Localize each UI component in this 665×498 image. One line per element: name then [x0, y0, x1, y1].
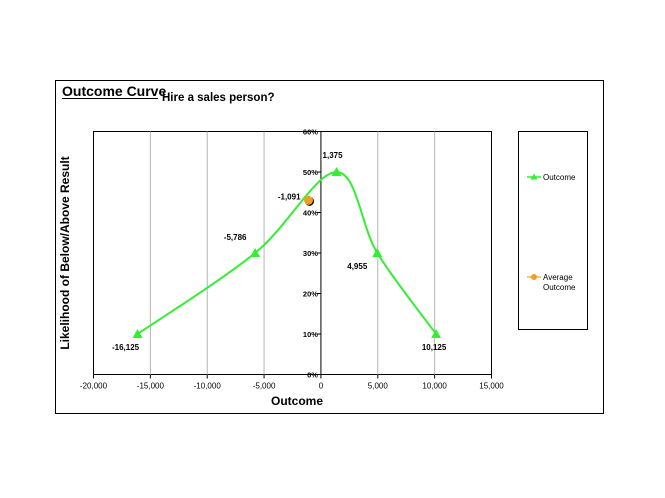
outcome-point-0 [132, 329, 143, 338]
outcome-point-4 [431, 329, 442, 338]
x-tick-label-2: -10,000 [194, 382, 222, 391]
outcome-label-3: 4,955 [347, 262, 368, 271]
y-tick-label-1: 10% [303, 330, 318, 339]
outcome-label-0: -16,125 [112, 343, 140, 352]
legend-average-text-2: Outcome [543, 283, 576, 292]
data-labels: -16,125 -5,786 1,375 4,955 10,125 -1,091 [112, 151, 447, 352]
legend-item-average-outcome: Average Outcome [527, 273, 576, 292]
legend-average-circle-icon [531, 274, 537, 280]
y-tick-labels: 0% 10% 20% 30% 40% 50% 60% [303, 128, 318, 380]
x-tick-label-5: 5,000 [368, 382, 389, 391]
axes [93, 131, 492, 379]
x-axis-label: Outcome [271, 394, 323, 408]
series [132, 167, 442, 338]
y-tick-label-3: 30% [303, 249, 318, 258]
outcome-label-2: 1,375 [323, 151, 344, 160]
x-tick-label-3: -5,000 [253, 382, 276, 391]
y-tick-label-4: 40% [303, 209, 318, 218]
outcome-point-1 [250, 248, 261, 257]
y-tick-label-6: 60% [303, 128, 318, 137]
outcome-label-4: 10,125 [422, 343, 447, 352]
y-tick-label-2: 20% [303, 290, 318, 299]
legend-box [518, 131, 588, 330]
legend-outcome-text: Outcome [543, 173, 576, 182]
chart-title: Outcome Curve [62, 83, 166, 99]
y-axis-label: Likelihood of Below/Above Result [58, 156, 72, 349]
legend-item-outcome: Outcome [527, 173, 576, 182]
legend-outcome-triangle-icon [530, 173, 538, 180]
y-tick-label-5: 50% [303, 168, 318, 177]
chart-subtitle: Hire a sales person? [162, 92, 275, 104]
x-tick-label-1: -15,000 [137, 382, 165, 391]
outcome-label-1: -5,786 [224, 233, 247, 242]
x-tick-label-4: 0 [319, 382, 324, 391]
legend-average-text-1: Average [543, 273, 573, 282]
x-tick-labels: -20,000 -15,000 -10,000 -5,000 0 5,000 10,000 1… [80, 382, 504, 391]
x-tick-label-0: -20,000 [80, 382, 108, 391]
outcome-point-2 [331, 167, 342, 176]
y-tick-label-0: 0% [307, 371, 318, 380]
x-tick-label-6: 10,000 [422, 382, 447, 391]
plot-area [93, 131, 492, 375]
average-label: -1,091 [278, 192, 301, 201]
average-point [304, 195, 314, 205]
outcome-point-3 [372, 248, 383, 257]
x-tick-label-7: 15,000 [479, 382, 504, 391]
